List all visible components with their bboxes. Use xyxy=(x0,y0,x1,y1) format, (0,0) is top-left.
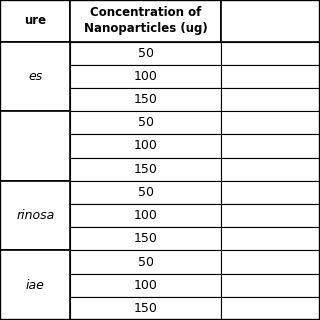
Bar xyxy=(221,111,320,134)
Text: 50: 50 xyxy=(138,186,154,199)
Bar xyxy=(221,134,320,157)
Text: rinosa: rinosa xyxy=(16,209,54,222)
Bar xyxy=(0,250,70,320)
Bar xyxy=(70,204,221,227)
Bar xyxy=(221,274,320,297)
Bar xyxy=(70,250,221,274)
Bar xyxy=(221,65,320,88)
Bar xyxy=(221,88,320,111)
Text: 100: 100 xyxy=(134,279,157,292)
Bar xyxy=(221,0,320,42)
Bar xyxy=(70,157,221,181)
Text: iae: iae xyxy=(26,279,44,292)
Text: 150: 150 xyxy=(134,232,157,245)
Bar xyxy=(70,181,221,204)
Bar xyxy=(0,0,70,42)
Bar xyxy=(70,274,221,297)
Text: 150: 150 xyxy=(134,93,157,106)
Text: 100: 100 xyxy=(134,140,157,153)
Bar xyxy=(70,297,221,320)
Bar xyxy=(221,297,320,320)
Bar xyxy=(221,157,320,181)
Text: 150: 150 xyxy=(134,302,157,315)
Bar xyxy=(0,181,70,250)
Bar xyxy=(70,134,221,157)
Bar xyxy=(70,227,221,250)
Bar xyxy=(70,65,221,88)
Bar xyxy=(221,42,320,65)
Bar xyxy=(0,42,70,111)
Bar xyxy=(221,250,320,274)
Bar xyxy=(0,111,70,181)
Bar xyxy=(221,181,320,204)
Text: es: es xyxy=(28,70,42,83)
Bar xyxy=(221,204,320,227)
Bar xyxy=(70,0,221,42)
Text: Concentration of
Nanoparticles (ug): Concentration of Nanoparticles (ug) xyxy=(84,6,207,35)
Bar xyxy=(70,42,221,65)
Text: 50: 50 xyxy=(138,255,154,268)
Bar xyxy=(70,88,221,111)
Bar xyxy=(221,227,320,250)
Bar xyxy=(70,111,221,134)
Text: 50: 50 xyxy=(138,47,154,60)
Text: 50: 50 xyxy=(138,116,154,129)
Text: 100: 100 xyxy=(134,209,157,222)
Text: ure: ure xyxy=(24,14,46,27)
Text: 150: 150 xyxy=(134,163,157,176)
Text: 100: 100 xyxy=(134,70,157,83)
